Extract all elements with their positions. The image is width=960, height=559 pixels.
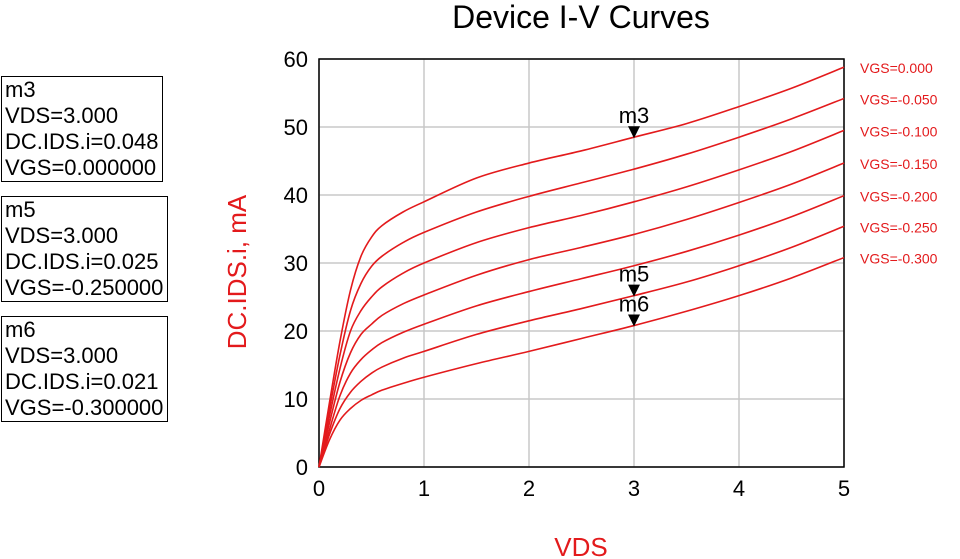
series-line-5 <box>318 225 845 468</box>
series-line-3 <box>318 162 845 468</box>
marker-readout-box: m3 VDS=3.000 DC.IDS.i=0.048 VGS=0.000000 <box>1 76 164 182</box>
x-tick-label: 0 <box>313 476 325 501</box>
marker-readout-line: VDS=3.000 <box>5 343 119 368</box>
marker-readout-line: DC.IDS.i=0.025 <box>5 249 159 274</box>
y-tick-label: 60 <box>284 47 308 72</box>
marker-readout-line: DC.IDS.i=0.048 <box>5 129 159 154</box>
x-tick-label: 4 <box>733 476 745 501</box>
marker-triangle-m3[interactable] <box>628 126 640 139</box>
chart-title: Device I-V Curves <box>452 0 710 35</box>
plot-frame <box>318 58 845 468</box>
series-lines <box>318 66 845 468</box>
legend: VGS=0.000 VGS=-0.050 VGS=-0.100 VGS=-0.150 V… <box>860 60 938 266</box>
marker-readout-line: DC.IDS.i=0.021 <box>5 369 159 394</box>
marker-readout-line: VDS=3.000 <box>5 103 119 128</box>
y-tick-label: 40 <box>284 183 308 208</box>
marker-label-m3: m3 <box>619 103 650 128</box>
y-tick-label: 0 <box>296 455 308 480</box>
x-tick-label: 1 <box>418 476 430 501</box>
series-line-1 <box>318 97 845 468</box>
series-line-2 <box>318 129 845 468</box>
marker-readout-line: m3 <box>5 77 36 102</box>
x-axis-label: VDS <box>554 532 607 559</box>
marker-readout-line: m6 <box>5 317 36 342</box>
y-tick-label: 10 <box>284 387 308 412</box>
y-axis-label: DC.IDS.i, mA <box>222 194 252 349</box>
series-line-6 <box>318 256 845 468</box>
grid <box>318 58 845 468</box>
y-tick-label: 20 <box>284 319 308 344</box>
x-tick-label: 3 <box>628 476 640 501</box>
legend-label-0: VGS=0.000 <box>860 60 933 76</box>
legend-label-3: VGS=-0.150 <box>860 156 938 172</box>
legend-label-6: VGS=-0.300 <box>860 251 938 267</box>
marker-readout-box: m5 VDS=3.000 DC.IDS.i=0.025 VGS=-0.250000 <box>1 196 169 302</box>
x-tick-label: 2 <box>523 476 535 501</box>
marker-triangle-m5[interactable] <box>628 284 640 297</box>
series-line-0 <box>318 66 845 468</box>
marker-readout-line: VGS=-0.300000 <box>5 395 164 420</box>
marker-triangle-m6[interactable] <box>628 314 640 327</box>
legend-label-2: VGS=-0.100 <box>860 123 938 139</box>
x-tick-label: 5 <box>838 476 850 501</box>
marker-label-m6: m6 <box>619 292 650 317</box>
marker-label-m5: m5 <box>619 262 650 287</box>
marker-readout-line: VDS=3.000 <box>5 223 119 248</box>
marker-readout-line: m5 <box>5 197 36 222</box>
marker-readout-line: VGS=0.000000 <box>5 155 157 180</box>
y-tick-label: 50 <box>284 115 308 140</box>
marker-readout-box: m6 VDS=3.000 DC.IDS.i=0.021 VGS=-0.300000 <box>1 316 169 422</box>
legend-label-1: VGS=-0.050 <box>860 91 938 107</box>
series-line-4 <box>318 194 845 468</box>
legend-label-4: VGS=-0.200 <box>860 189 938 205</box>
legend-label-5: VGS=-0.250 <box>860 219 938 235</box>
markers: m3 m5 m6 <box>619 103 650 327</box>
y-tick-label: 30 <box>284 251 308 276</box>
marker-readout-line: VGS=-0.250000 <box>5 275 164 300</box>
